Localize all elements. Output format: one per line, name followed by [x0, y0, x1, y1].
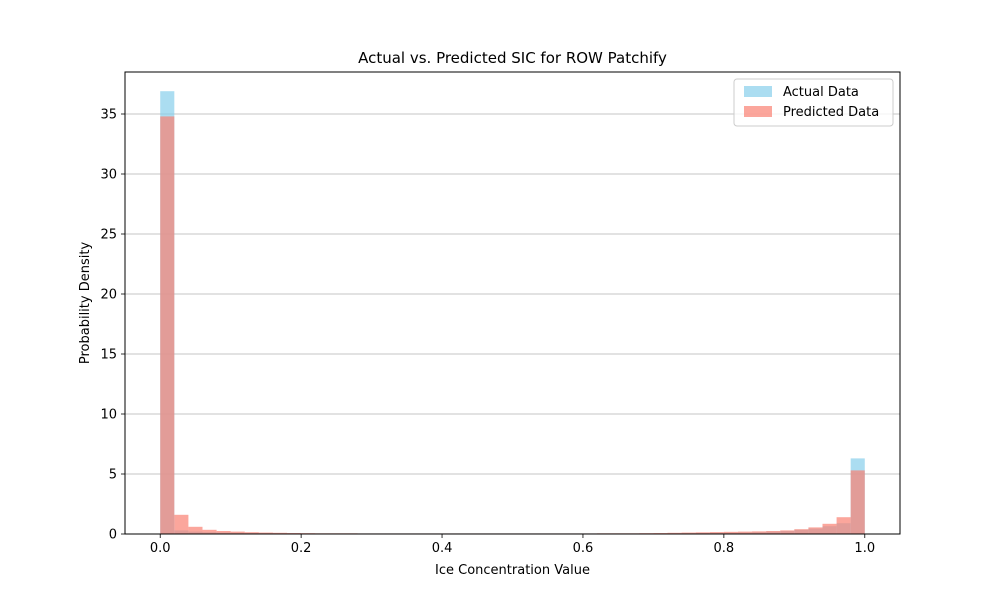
y-axis-ticks: 0 5 10 15 20 25 30 35 [100, 108, 125, 543]
bar-s1-46 [808, 527, 823, 534]
y-tick-label-1: 5 [109, 468, 117, 483]
y-tick-label-7: 35 [100, 108, 117, 123]
bar-s1-40 [723, 531, 738, 534]
y-tick-label-5: 25 [100, 228, 117, 243]
bar-s1-4 [216, 531, 231, 534]
chart-title: Actual vs. Predicted SIC for ROW Patchif… [358, 49, 667, 67]
bar-s1-44 [780, 530, 795, 534]
legend-swatch-1 [744, 106, 772, 117]
legend: Actual Data Predicted Data [733, 78, 894, 127]
bar-s1-8 [272, 532, 288, 534]
bar-s1-39 [709, 532, 724, 534]
y-tick-label-6: 30 [100, 168, 117, 183]
bar-s1-45 [794, 529, 809, 534]
x-tick-label-5: 1.0 [854, 541, 875, 556]
bar-s1-48 [836, 517, 851, 534]
x-tick-label-4: 0.8 [714, 541, 735, 556]
y-axis-label: Probability Density [78, 242, 93, 365]
y-tick-label-4: 20 [100, 288, 117, 303]
bar-s1-36 [667, 532, 682, 534]
bar-s1-3 [202, 529, 217, 534]
bar-s1-1 [174, 514, 189, 534]
x-tick-label-2: 0.4 [432, 541, 453, 556]
x-tick-label-1: 0.2 [291, 541, 312, 556]
bar-s1-2 [188, 526, 203, 534]
plot-frame [124, 71, 901, 535]
legend-label-0: Actual Data [783, 85, 859, 100]
grid-lines [125, 113, 900, 535]
bar-s1-37 [681, 532, 696, 534]
bar-s1-38 [695, 532, 710, 534]
legend-box [733, 78, 894, 127]
bar-s1-42 [752, 531, 767, 534]
y-tick-label-2: 10 [100, 408, 117, 423]
bar-s1-5 [230, 531, 245, 534]
bar-s1-47 [822, 523, 837, 534]
bar-s1-7 [258, 532, 273, 534]
bar-s1-41 [737, 531, 753, 534]
legend-label-1: Predicted Data [783, 105, 879, 120]
bar-s1-49 [850, 470, 865, 534]
bar-s1-43 [766, 531, 781, 534]
bar-s1-6 [244, 532, 259, 534]
x-tick-label-3: 0.6 [573, 541, 594, 556]
x-axis-label: Ice Concentration Value [435, 563, 590, 578]
histogram-bars [160, 91, 865, 535]
bar-s1-0 [160, 116, 175, 535]
legend-swatch-0 [744, 86, 772, 97]
y-tick-label-0: 0 [109, 528, 117, 543]
y-tick-label-3: 15 [100, 348, 117, 363]
x-axis-ticks: 0.0 0.2 0.4 0.6 0.8 1.0 [150, 534, 875, 556]
x-tick-label-0: 0.0 [150, 541, 171, 556]
